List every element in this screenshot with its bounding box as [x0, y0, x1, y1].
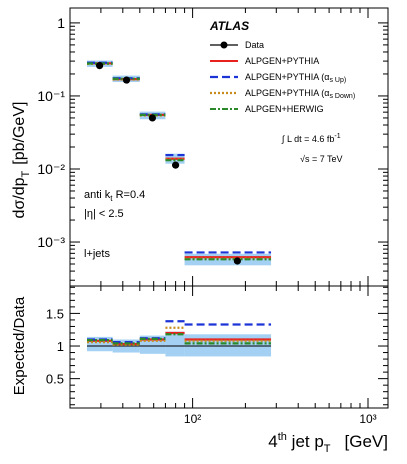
eta-cut-label: |η| < 2.5 — [84, 208, 124, 220]
luminosity-label: ∫ L dt = 4.6 fb-1 — [281, 133, 341, 144]
ratio-plot-frame — [69, 285, 389, 409]
y-tick-label: 10⁻³ — [37, 234, 65, 250]
channel-label: l+jets — [84, 248, 110, 260]
main-series — [86, 61, 272, 265]
jet-algorithm-label: anti kt R=0.4 — [84, 189, 145, 203]
ratio-band-bin — [165, 331, 185, 357]
ratio-y-tick-label: 1.5 — [46, 306, 64, 321]
data-point — [172, 161, 180, 169]
data-point — [233, 257, 241, 265]
legend-entry-data: Data — [245, 40, 264, 50]
legend-entry-alpgen-herwig: ALPGEN+HERWIG — [245, 104, 324, 114]
data-point — [96, 62, 104, 70]
energy-label: √s = 7 TeV — [300, 154, 343, 164]
legend-data-marker — [220, 41, 228, 49]
legend-entry-alpgen-pythia-down: ALPGEN+PYTHIA (αs Down) — [245, 88, 355, 100]
data-point — [148, 114, 157, 122]
legend-entry-alpgen-pythia: ALPGEN+PYTHIA — [245, 56, 319, 66]
main-uncertainty-band — [86, 60, 272, 266]
ratio-y-tick-label: 1 — [57, 339, 64, 354]
x-tick-label: 10² — [184, 412, 201, 426]
axis-ticks: 10² 10³ 1 10⁻¹ 10⁻² 10⁻³ 0.5 1 1.5 — [37, 8, 388, 426]
ratio-y-axis-label: Expected/Data — [11, 296, 28, 395]
main-plot-frame — [69, 7, 389, 287]
legend: ATLAS Data ALPGEN+PYTHIA ALPGEN+PYTHIA (… — [209, 19, 355, 114]
data-point — [122, 76, 131, 84]
x-axis-label: 4th jet pT [GeV] — [268, 431, 388, 455]
ratio-band-bin — [184, 334, 272, 357]
x-tick-label: 10³ — [359, 412, 376, 426]
main-y-axis-label: dσ/dpT[pb/GeV] — [11, 102, 32, 219]
y-tick-label: 10⁻¹ — [37, 88, 65, 104]
atlas-label: ATLAS — [209, 19, 249, 33]
y-tick-label: 1 — [57, 15, 65, 31]
ratio-series — [86, 320, 272, 346]
y-tick-label: 10⁻² — [37, 161, 65, 177]
legend-entry-alpgen-pythia-up: ALPGEN+PYTHIA (αs Up) — [245, 72, 346, 84]
main-band-bin — [184, 253, 272, 266]
ratio-y-tick-label: 0.5 — [46, 372, 64, 387]
